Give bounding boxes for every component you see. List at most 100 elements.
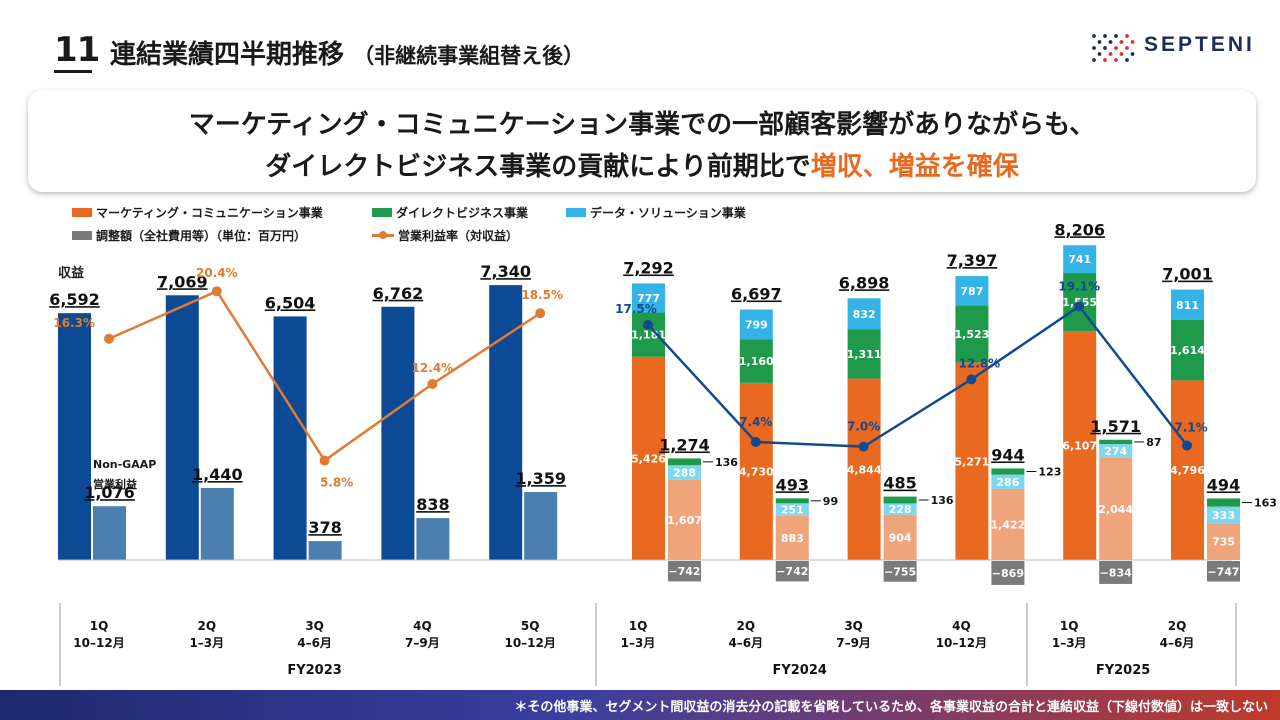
revenue-segment-marketing <box>955 362 989 560</box>
revenue-total-label: 7,340 <box>480 262 531 281</box>
revenue-bar <box>165 295 199 560</box>
adjustment-label: −834 <box>1100 566 1133 579</box>
logo-dot <box>1092 58 1096 62</box>
profit-bar <box>524 492 558 560</box>
revenue-segment-marketing <box>847 378 881 560</box>
legend-direct-label: ダイレクトビジネス事業 <box>396 206 529 220</box>
revenue-segment-label: 787 <box>960 285 983 298</box>
quarter-months-label: 10–12月 <box>73 636 124 650</box>
quarter-label: 3Q <box>844 619 863 633</box>
revenue-segment-direct <box>955 305 989 363</box>
quarter-label: 2Q <box>737 619 756 633</box>
revenue-segment-marketing <box>1063 331 1097 560</box>
revenue-segment-label: 741 <box>1068 253 1091 266</box>
legend-data-label: データ・ソリューション事業 <box>590 206 746 220</box>
footer-bar: ＊その他事業、セグメント間収益の消去分の記載を省略しているため、各事業収益の合計… <box>0 690 1280 720</box>
margin-label: 12.4% <box>412 361 454 375</box>
revenue-segment-label: 1,181 <box>631 329 666 342</box>
quarter-label: 4Q <box>952 619 971 633</box>
revenue-segment-label: 1,160 <box>739 355 774 368</box>
revenue-segment-marketing <box>632 356 665 560</box>
profit-bar <box>200 488 234 560</box>
margin-point <box>535 308 546 319</box>
quarter-months-label: 10–12月 <box>504 636 555 650</box>
profit-total-label: 494 <box>1207 475 1240 494</box>
margin-point <box>1074 301 1085 312</box>
profit-segment-label: 1,607 <box>667 514 702 527</box>
logo-dot <box>1097 40 1102 44</box>
legend-data-swatch <box>566 208 586 217</box>
logo-text: SEPTENI <box>1144 33 1255 56</box>
legend-margin-label: 営業利益率（対収益） <box>398 229 519 243</box>
logo-dot <box>1125 58 1129 62</box>
profit-total-label: 378 <box>308 518 341 537</box>
revenue-segment-direct <box>739 339 773 383</box>
revenue-segment-label: 5,426 <box>631 452 666 465</box>
adjustment-label: −742 <box>668 565 700 578</box>
profit-direct-label: 163 <box>1254 497 1277 510</box>
footer-note: ＊その他事業、セグメント間収益の消去分の記載を省略しているため、各事業収益の合計… <box>514 700 1268 715</box>
profit-direct-label: 136 <box>715 456 738 469</box>
revenue-segment-label: 4,844 <box>847 463 882 476</box>
revenue-segment-label: 4,796 <box>1170 464 1205 477</box>
profit-bar <box>93 506 126 560</box>
logo-dot <box>1103 58 1107 62</box>
revenue-segment-label: 799 <box>745 318 768 331</box>
revenue-segment-label: 4,730 <box>739 465 774 478</box>
logo-dot <box>1114 34 1118 38</box>
profit-total-label: 944 <box>991 445 1024 464</box>
quarter-months-label: 10–12月 <box>936 636 987 650</box>
profit-bar <box>416 518 450 560</box>
profit-segment-label: 286 <box>996 476 1019 489</box>
quarter-label: 4Q <box>413 619 432 633</box>
profit-total-label: 1,076 <box>84 483 135 502</box>
profit-segment-label: 333 <box>1212 509 1235 522</box>
revenue-annotation: 収益 <box>58 265 84 281</box>
margin-point <box>104 333 114 344</box>
quarter-label: 1Q <box>629 619 648 633</box>
revenue-segment-data <box>847 298 881 330</box>
logo-dot <box>1103 46 1107 50</box>
logo-dot <box>1114 58 1118 62</box>
margin-point <box>427 379 438 389</box>
profit-direct-label: 123 <box>1038 466 1061 479</box>
revenue-total-label: 7,397 <box>947 251 998 270</box>
adjustment-bar <box>668 561 701 582</box>
revenue-segment-label: 1,614 <box>1170 344 1205 357</box>
profit-segment-mc <box>1099 457 1133 560</box>
revenue-total-label: 6,697 <box>731 284 782 303</box>
headline-line-2: ダイレクトビジネス事業の貢献により前期比で増収、増益を確保 <box>28 146 1256 183</box>
profit-total-label: 1,571 <box>1090 417 1141 436</box>
margin-label: 18.5% <box>521 288 563 302</box>
revenue-segment-label: 5,271 <box>955 455 990 468</box>
profit-segment-direct <box>1099 439 1133 445</box>
logo-dot <box>1130 52 1135 56</box>
revenue-segment-label: 1,523 <box>955 328 990 341</box>
logo-dot <box>1092 34 1096 38</box>
revenue-total-label: 6,898 <box>839 273 890 292</box>
fiscal-year-label: FY2024 <box>772 663 826 678</box>
profit-direct-label: 99 <box>823 495 838 508</box>
profit-total-label: 1,440 <box>192 465 243 484</box>
revenue-total-label: 6,504 <box>265 293 316 312</box>
title-sub: （非継続事業組替え後） <box>353 44 585 68</box>
fiscal-year-label: FY2023 <box>287 663 341 678</box>
profit-segment-direct <box>991 468 1025 475</box>
adjustment-label: −747 <box>1207 565 1239 578</box>
revenue-segment-data <box>739 309 773 340</box>
revenue-bar <box>381 306 415 560</box>
profit-total-label: 838 <box>416 495 449 514</box>
legend-adjust: 調整額（全社費用等）（単位：百万円） <box>72 227 306 244</box>
quarter-label: 1Q <box>90 619 109 633</box>
profit-segment-label: 883 <box>781 532 804 545</box>
adjustment-bar <box>1207 561 1240 582</box>
profit-segment-label: 228 <box>889 503 912 516</box>
margin-label: 5.8% <box>320 476 353 490</box>
headline-box: マーケティング・コミュニケーション事業での一部顧客影響がありながらも、 ダイレク… <box>28 90 1256 192</box>
septeni-logo-icon <box>1092 34 1135 62</box>
quarterly-results-chart: 収益 Non-GAAP 営業利益 6,592 1,076 7,069 1,440 6,504 3… <box>49 220 1277 686</box>
margin-point <box>211 286 222 297</box>
profit-segment-label: 904 <box>889 531 912 544</box>
adjustment-label: −755 <box>884 565 916 578</box>
legend-marketing-label: マーケティング・コミュニケーション事業 <box>96 206 323 220</box>
